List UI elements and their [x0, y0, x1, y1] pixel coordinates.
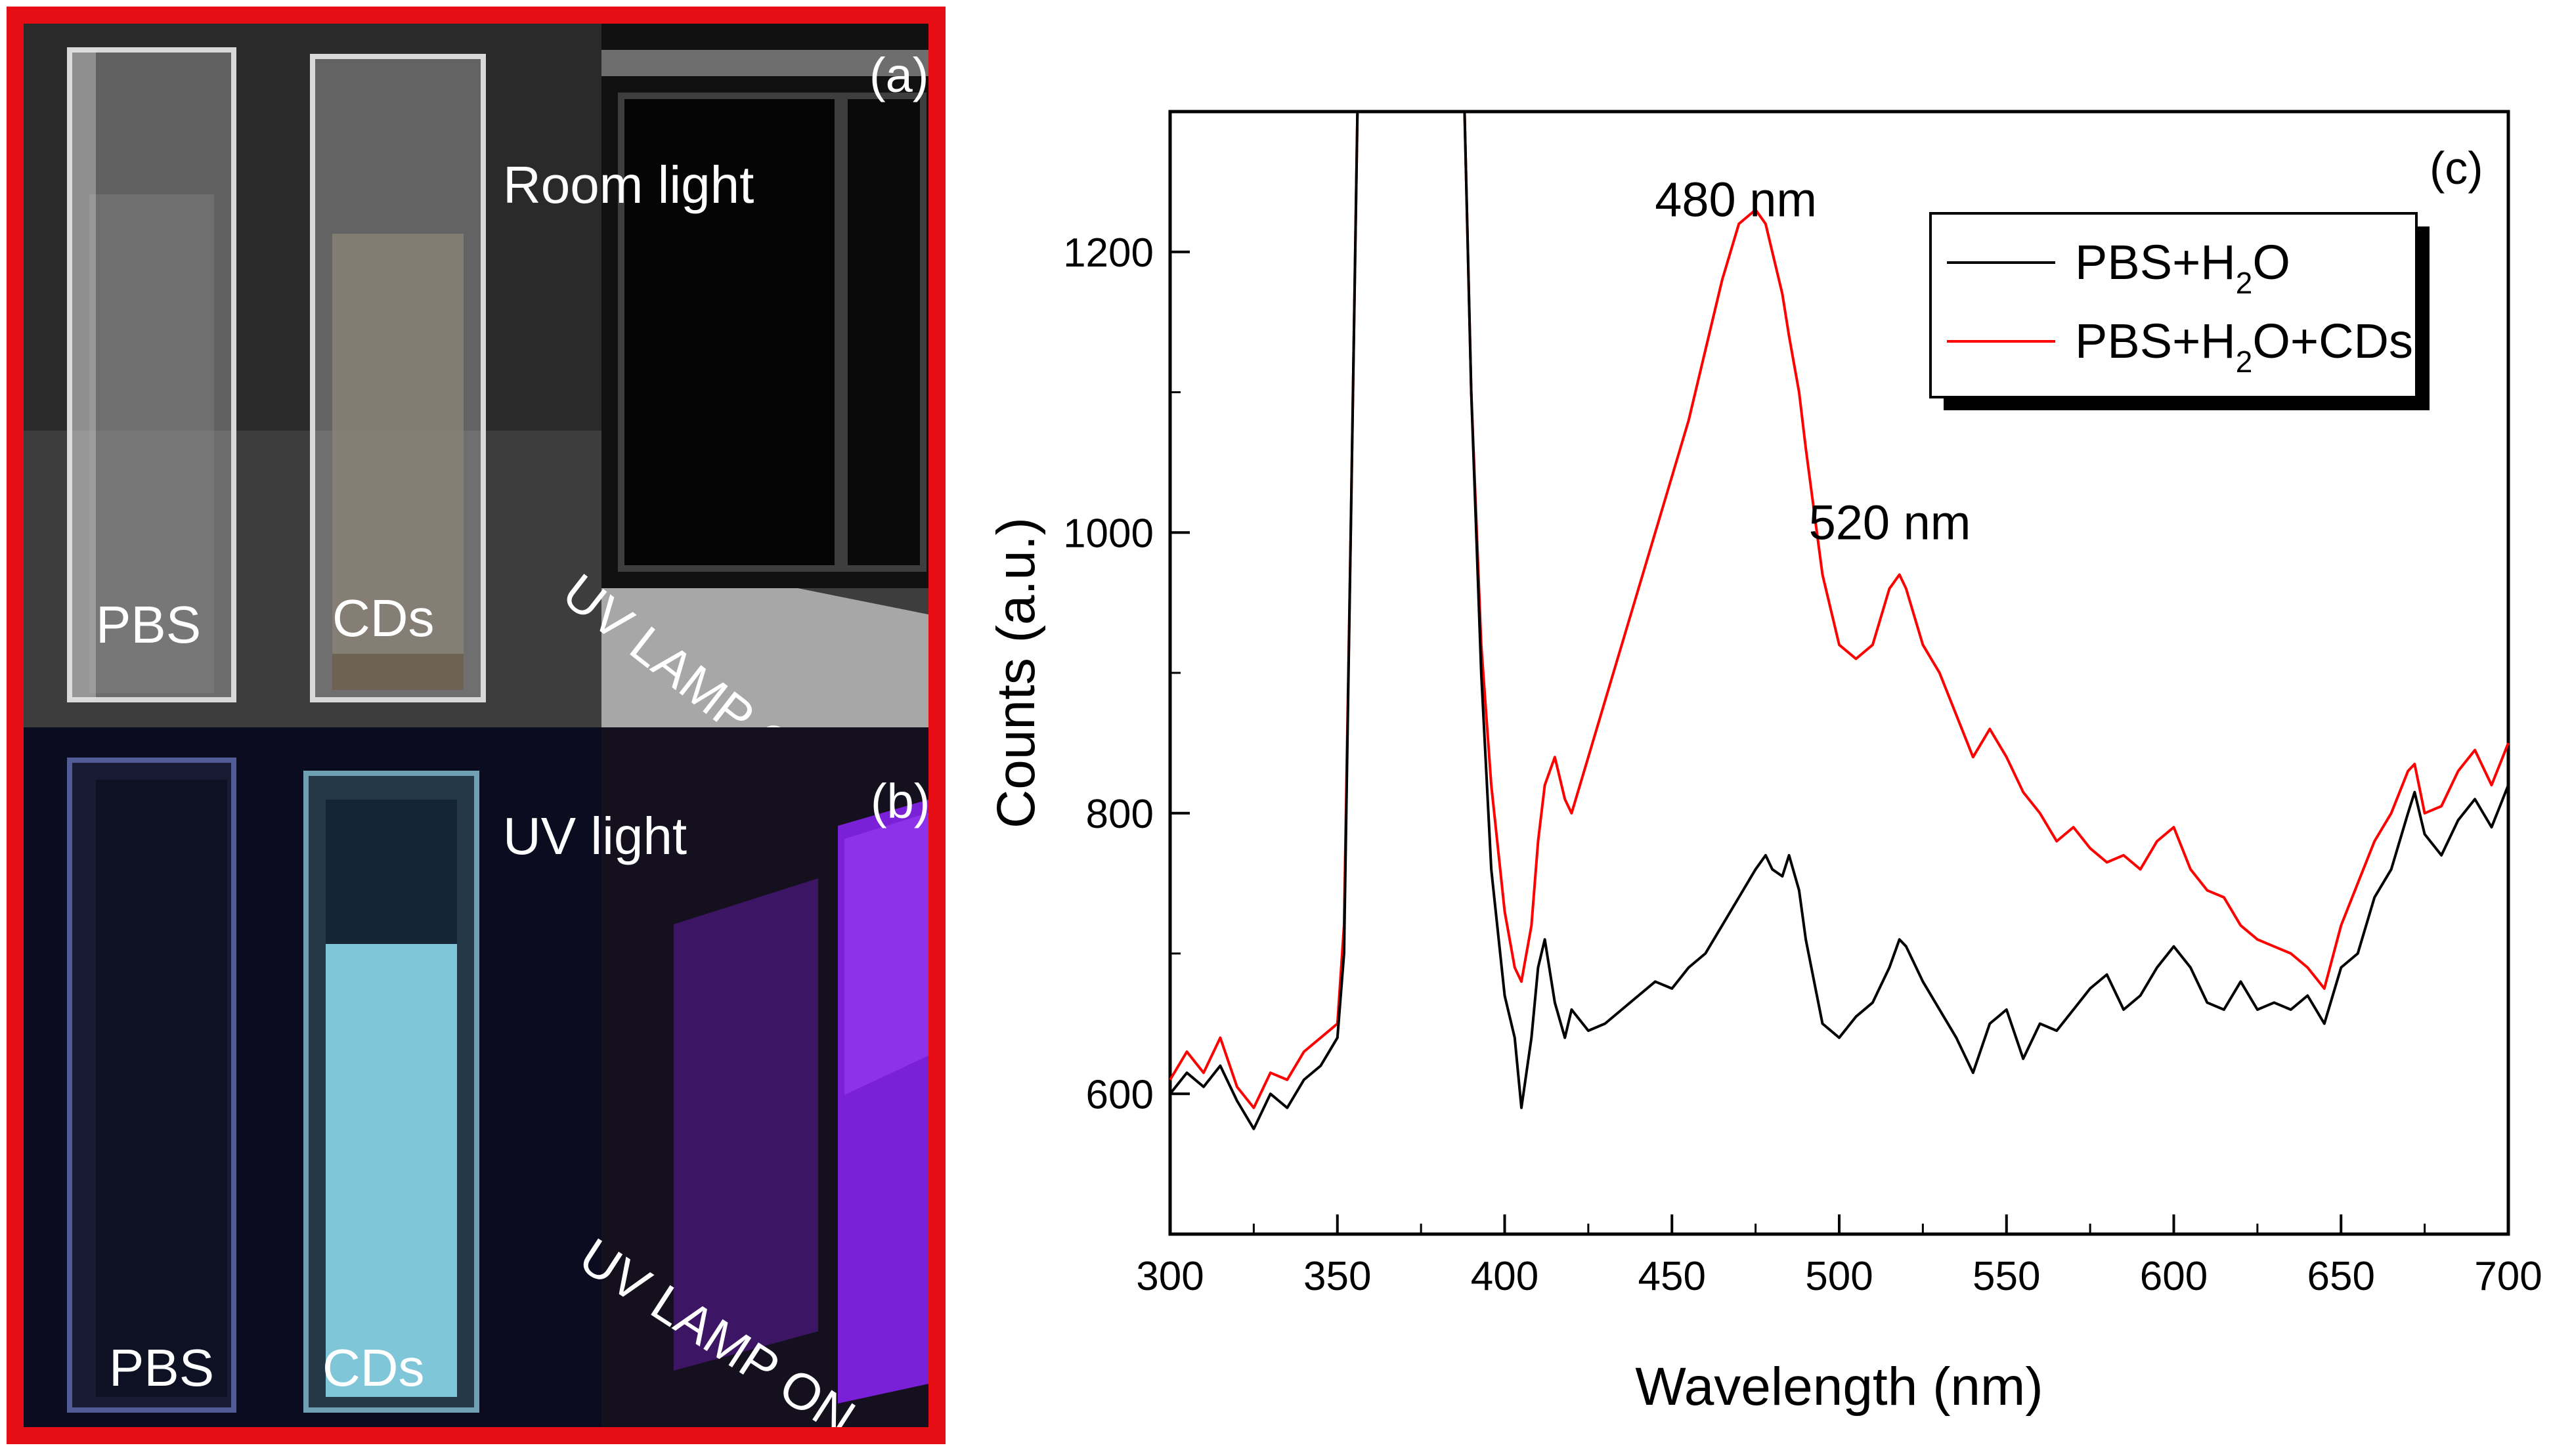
cuvette-cds-uv — [303, 771, 479, 1413]
photo-room-light: (a) Room light UV LAMP OFF PBS CDs — [24, 24, 929, 817]
legend-pbs-h2o-cds-pre: PBS+H — [2075, 314, 2236, 368]
uv-light-label: UV light — [503, 807, 687, 865]
x-tick-label: 450 — [1638, 1254, 1706, 1299]
legend-box — [1929, 212, 2418, 398]
cuvette-pbs-room — [67, 47, 236, 702]
annotation-520nm: 520 nm — [1809, 495, 1971, 549]
x-tick-label: 350 — [1303, 1254, 1371, 1299]
cuvette-label-pbs-bottom: PBS — [109, 1338, 215, 1397]
photo-uv-light-drawing — [24, 727, 928, 1427]
legend-pbs-h2o-cds-post: O+CDs — [2252, 314, 2413, 368]
x-tick-label: 400 — [1471, 1254, 1538, 1299]
legend-pbs-h2o-cds-sub: 2 — [2236, 345, 2253, 379]
series-layer — [1169, 110, 2510, 1130]
cuvette-label-pbs-top: PBS — [96, 595, 202, 654]
y-tick-label: 800 — [1086, 792, 1154, 837]
y-tick-label: 600 — [1086, 1072, 1154, 1117]
x-tick-label: 550 — [1973, 1254, 2040, 1299]
x-tick-label: 300 — [1136, 1254, 1204, 1299]
cuvette-label-cds-top: CDs — [332, 589, 435, 647]
legend-pbs-h2o-sub: 2 — [2236, 266, 2253, 300]
x-tick-label: 700 — [2474, 1254, 2542, 1299]
legend-pbs-h2o-pre: PBS+H — [2075, 235, 2236, 289]
x-tick-label: 600 — [2140, 1254, 2208, 1299]
legend-label-pbs-h2o: PBS+H2O — [2075, 235, 2290, 300]
photo-room-light-drawing — [24, 24, 928, 727]
legend-pbs-h2o-post: O — [2252, 235, 2290, 289]
x-tick-label: 500 — [1805, 1254, 1873, 1299]
y-axis-label: Counts (a.u.) — [986, 517, 1046, 828]
annotation-480nm: 480 nm — [1655, 173, 1817, 227]
cuvette-label-cds-bottom: CDs — [322, 1338, 425, 1397]
cuvette-pbs-uv — [67, 758, 236, 1413]
panel-label-a: (a) — [869, 48, 929, 102]
y-tick-label: 1000 — [1063, 511, 1154, 556]
legend-label-pbs-h2o-cds: PBS+H2O+CDs — [2075, 314, 2413, 379]
uv-lamp-off-device — [601, 24, 928, 588]
uv-lamp-on-device — [601, 727, 928, 1427]
panel-label-b: (b) — [871, 774, 930, 828]
room-light-label: Room light — [503, 156, 754, 214]
y-tick-label: 1200 — [1063, 230, 1154, 276]
x-tick-label: 650 — [2307, 1254, 2375, 1299]
photo-uv-light: (b) UV light UV LAMP ON PBS CDs — [24, 727, 928, 1427]
panel-label-c: (c) — [2430, 142, 2483, 194]
photo-frame: (a) Room light UV LAMP OFF PBS CDs — [7, 7, 946, 1444]
axis-ticks: 300 350 400 450 500 550 600 650 700 600 800 1000 120… — [1063, 110, 2542, 1299]
x-axis-label: Wavelength (nm) — [1635, 1357, 2043, 1417]
legend: PBS+H2O PBS+H2O+CDs — [1929, 212, 2430, 410]
series-line-pbs-h2o — [1169, 110, 2510, 1130]
cuvette-cds-room — [310, 54, 486, 702]
